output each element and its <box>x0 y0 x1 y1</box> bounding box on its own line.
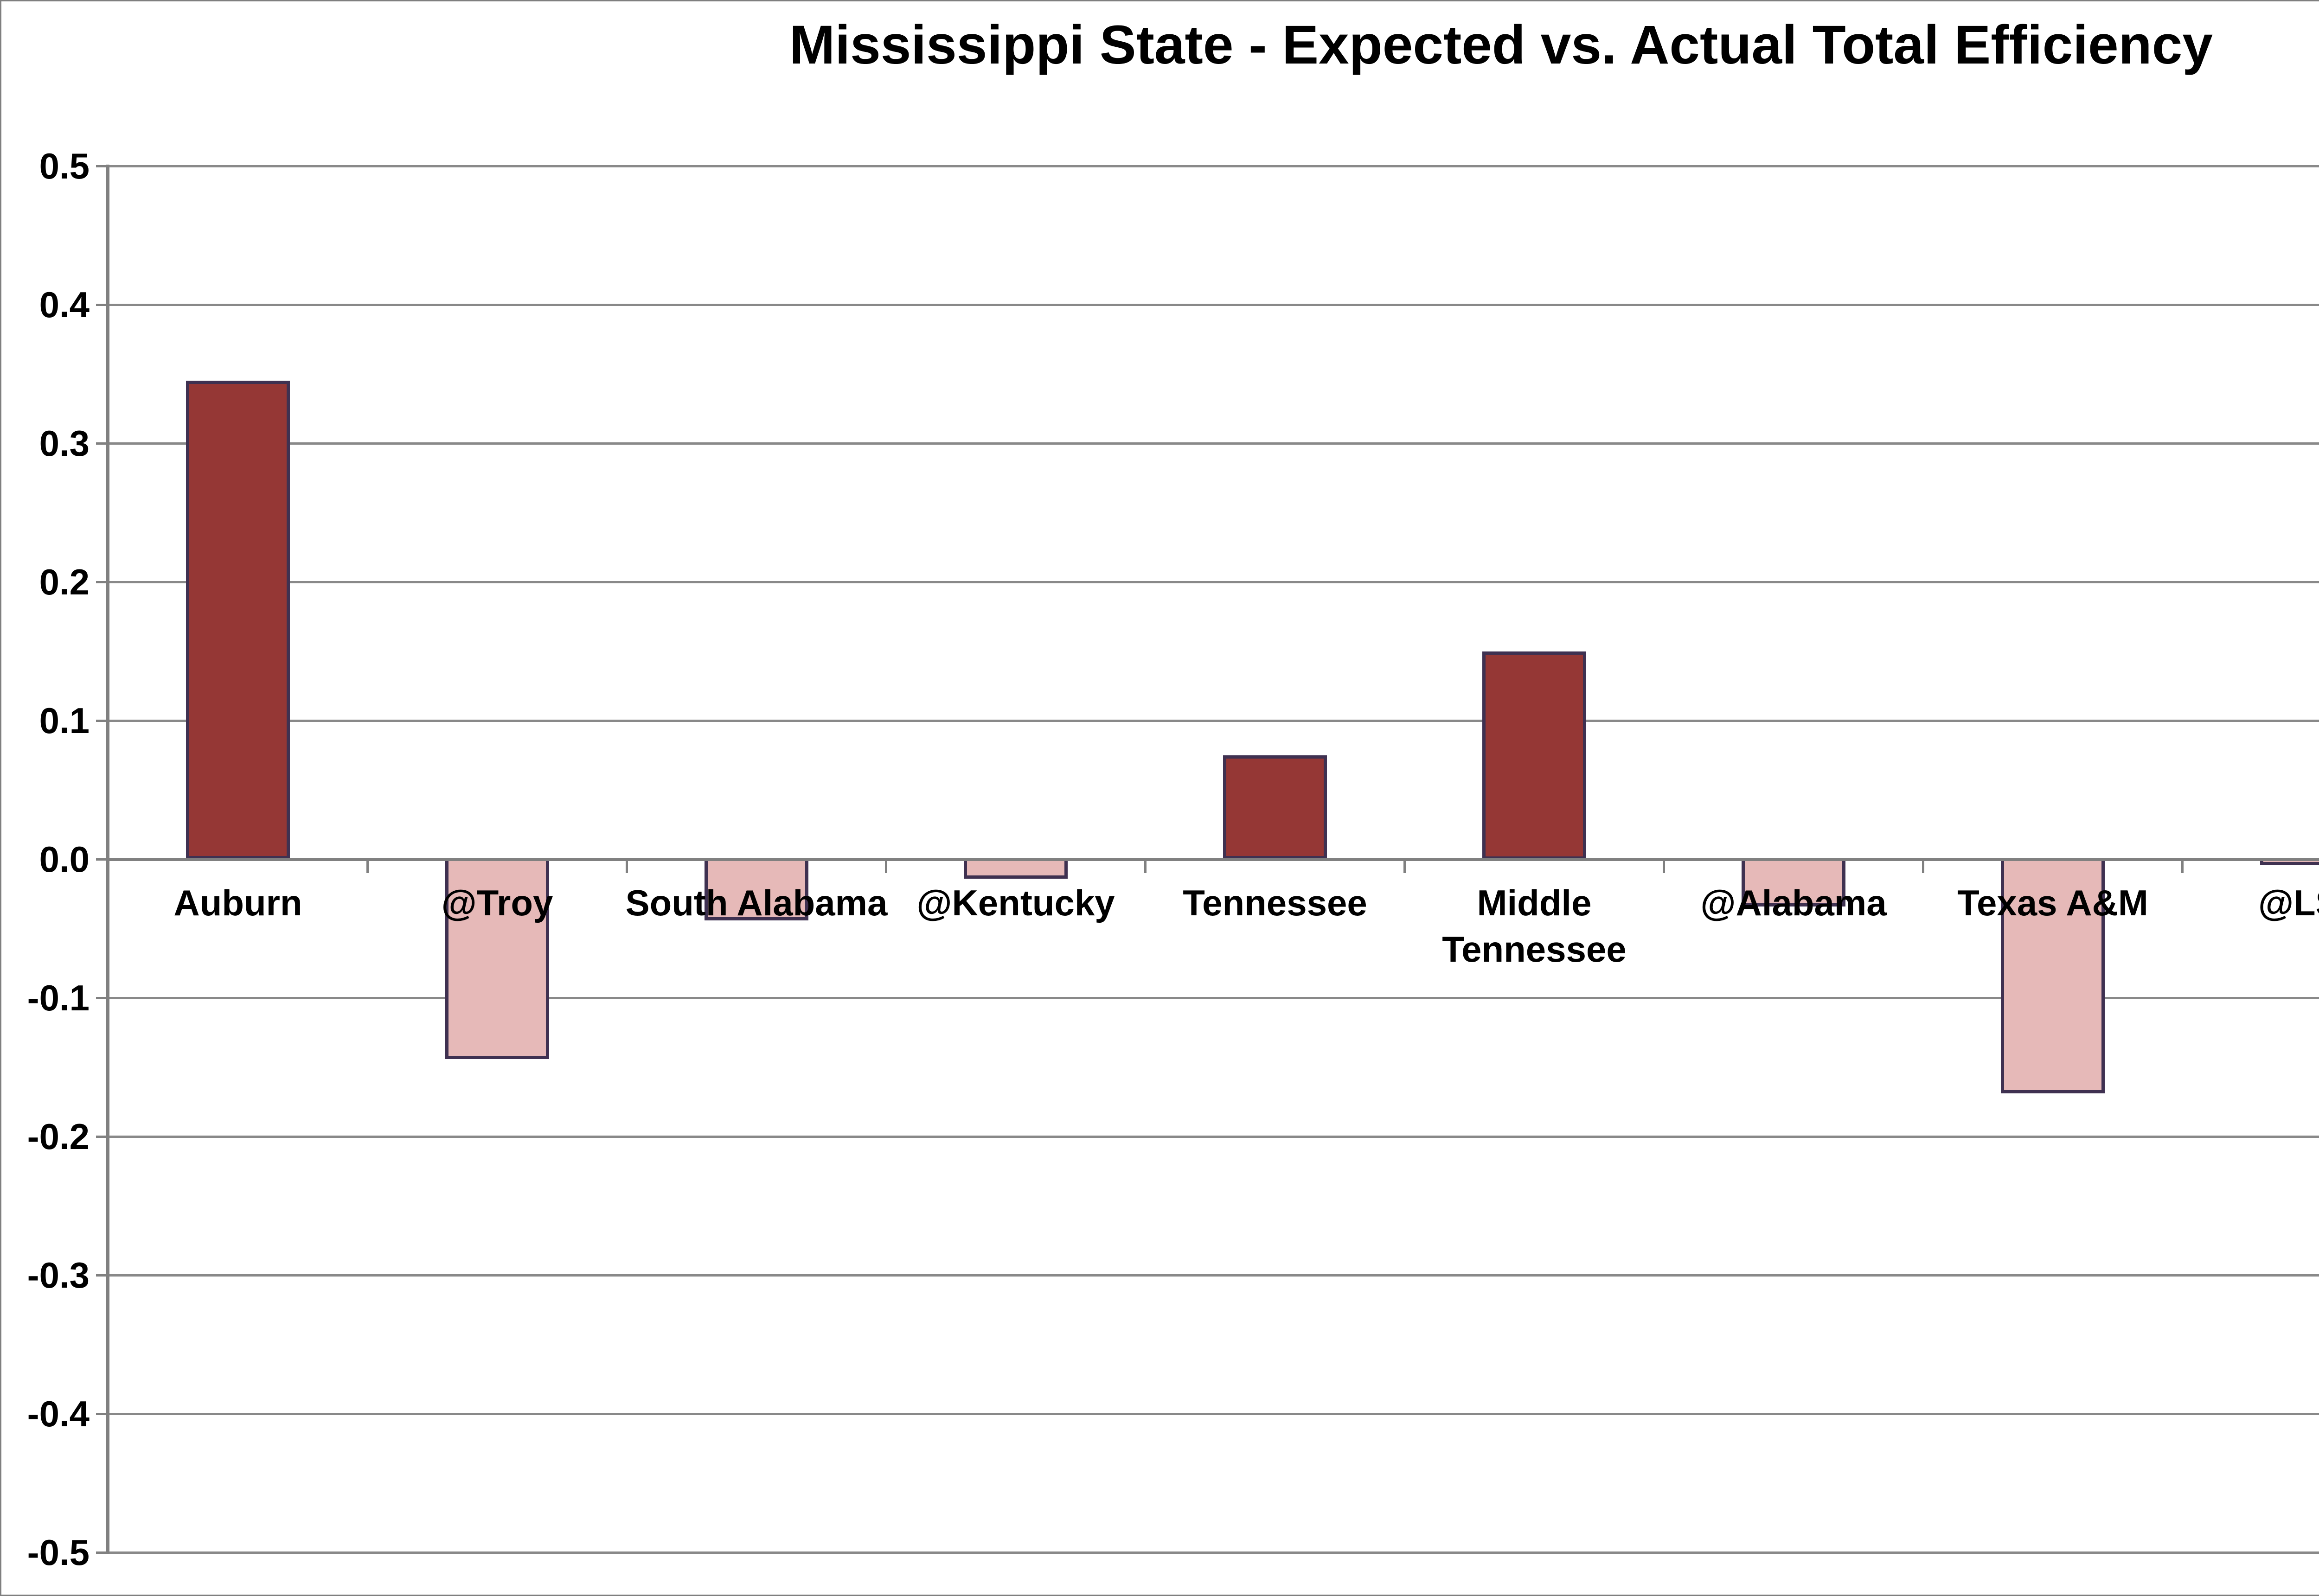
x-axis-tick <box>1403 861 1406 873</box>
x-axis-line <box>108 858 2319 861</box>
y-tick-label: -0.5 <box>27 1532 90 1573</box>
category-label: @Kentucky <box>916 882 1115 923</box>
x-axis-tick <box>626 861 628 873</box>
bar--troy <box>445 858 549 1059</box>
x-axis-tick <box>885 861 887 873</box>
bar-middle-tennessee <box>1482 651 1586 860</box>
bar-texas-a-m <box>2001 858 2105 1093</box>
y-gridline <box>108 165 2319 167</box>
category-label: @LSU <box>2258 882 2319 923</box>
category-label: Middle Tennessee <box>1442 882 1627 970</box>
x-axis-tick <box>1663 861 1665 873</box>
y-tick-label: -0.4 <box>27 1393 90 1434</box>
y-axis-tick <box>96 720 108 722</box>
y-gridline <box>108 1413 2319 1415</box>
bar-tennessee <box>1223 755 1327 859</box>
y-axis-tick <box>96 165 108 167</box>
y-axis-tick <box>96 1136 108 1138</box>
y-tick-label: -0.3 <box>27 1255 90 1296</box>
y-axis-tick <box>96 442 108 445</box>
bar-auburn <box>186 381 290 859</box>
y-tick-label: 0.3 <box>39 423 90 464</box>
y-gridline <box>108 442 2319 445</box>
y-tick-label: 0.2 <box>39 562 90 602</box>
y-axis-tick <box>96 1274 108 1277</box>
y-gridline <box>108 997 2319 999</box>
y-axis-tick <box>96 581 108 583</box>
y-gridline <box>108 1551 2319 1554</box>
y-gridline <box>108 720 2319 722</box>
y-axis-tick <box>96 997 108 999</box>
y-tick-label: 0.1 <box>39 700 90 741</box>
y-axis-tick <box>96 858 108 861</box>
y-gridline <box>108 1136 2319 1138</box>
chart-title: Mississippi State - Expected vs. Actual … <box>789 14 2213 76</box>
y-tick-label: -0.2 <box>27 1116 90 1157</box>
x-axis-tick <box>1922 861 1924 873</box>
y-tick-label: 0.5 <box>39 146 90 186</box>
category-label: Auburn <box>173 882 302 923</box>
y-axis-tick <box>96 1551 108 1554</box>
category-label: @Alabama <box>1700 882 1887 923</box>
y-axis-line <box>106 165 109 1554</box>
y-gridline <box>108 581 2319 583</box>
x-axis-tick <box>366 861 369 873</box>
y-axis-tick <box>96 1413 108 1415</box>
y-axis-tick <box>96 304 108 306</box>
x-axis-tick <box>2181 861 2184 873</box>
category-label: Tennessee <box>1183 882 1367 923</box>
y-tick-label: 0.4 <box>39 284 90 325</box>
x-axis-tick <box>1144 861 1147 873</box>
y-gridline <box>108 1274 2319 1277</box>
y-tick-label: -0.1 <box>27 977 90 1018</box>
y-gridline <box>108 304 2319 306</box>
category-label: @Troy <box>441 882 553 923</box>
category-label: South Alabama <box>625 882 888 923</box>
y-tick-label: 0.0 <box>39 839 90 880</box>
category-label: Texas A&M <box>1957 882 2148 923</box>
